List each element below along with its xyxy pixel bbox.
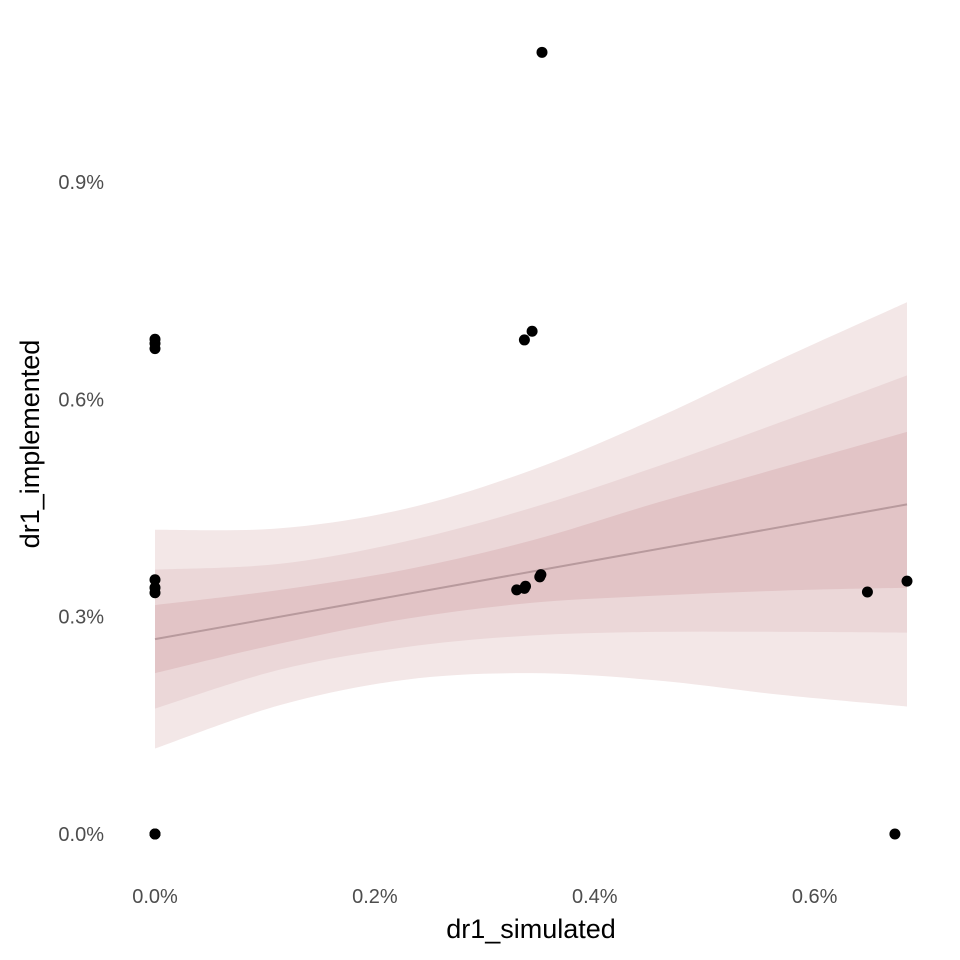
fit-line — [154, 503, 908, 641]
x-tick-label: 0.2% — [352, 886, 398, 908]
x-axis-title: dr1_simulated — [446, 914, 616, 944]
confidence-band-inner — [155, 431, 907, 674]
data-point — [526, 325, 538, 337]
y-tick-label: 0.6% — [58, 389, 104, 411]
data-point — [536, 46, 548, 58]
data-point — [520, 580, 532, 592]
fit-line-group — [154, 503, 908, 641]
y-tick-label: 0.3% — [58, 607, 104, 629]
x-axis-ticks: 0.0% 0.2% 0.4% 0.6% — [132, 886, 837, 908]
y-tick-label: 0.9% — [58, 172, 104, 194]
x-tick-label: 0.4% — [572, 886, 618, 908]
data-point — [518, 334, 530, 346]
data-points — [149, 46, 913, 840]
y-axis-ticks: 0.0% 0.3% 0.6% 0.9% — [58, 172, 104, 846]
y-tick-label: 0.0% — [58, 824, 104, 846]
data-point — [889, 828, 901, 840]
data-point — [149, 582, 161, 594]
data-point — [535, 569, 547, 581]
data-point — [149, 333, 161, 345]
x-tick-label: 0.0% — [132, 886, 178, 908]
confidence-bands — [155, 302, 907, 749]
data-point — [149, 574, 161, 586]
y-axis-title: dr1_implemented — [15, 340, 45, 549]
data-point — [901, 575, 913, 587]
data-point — [861, 586, 873, 598]
data-point — [149, 828, 161, 840]
x-tick-label: 0.6% — [792, 886, 838, 908]
